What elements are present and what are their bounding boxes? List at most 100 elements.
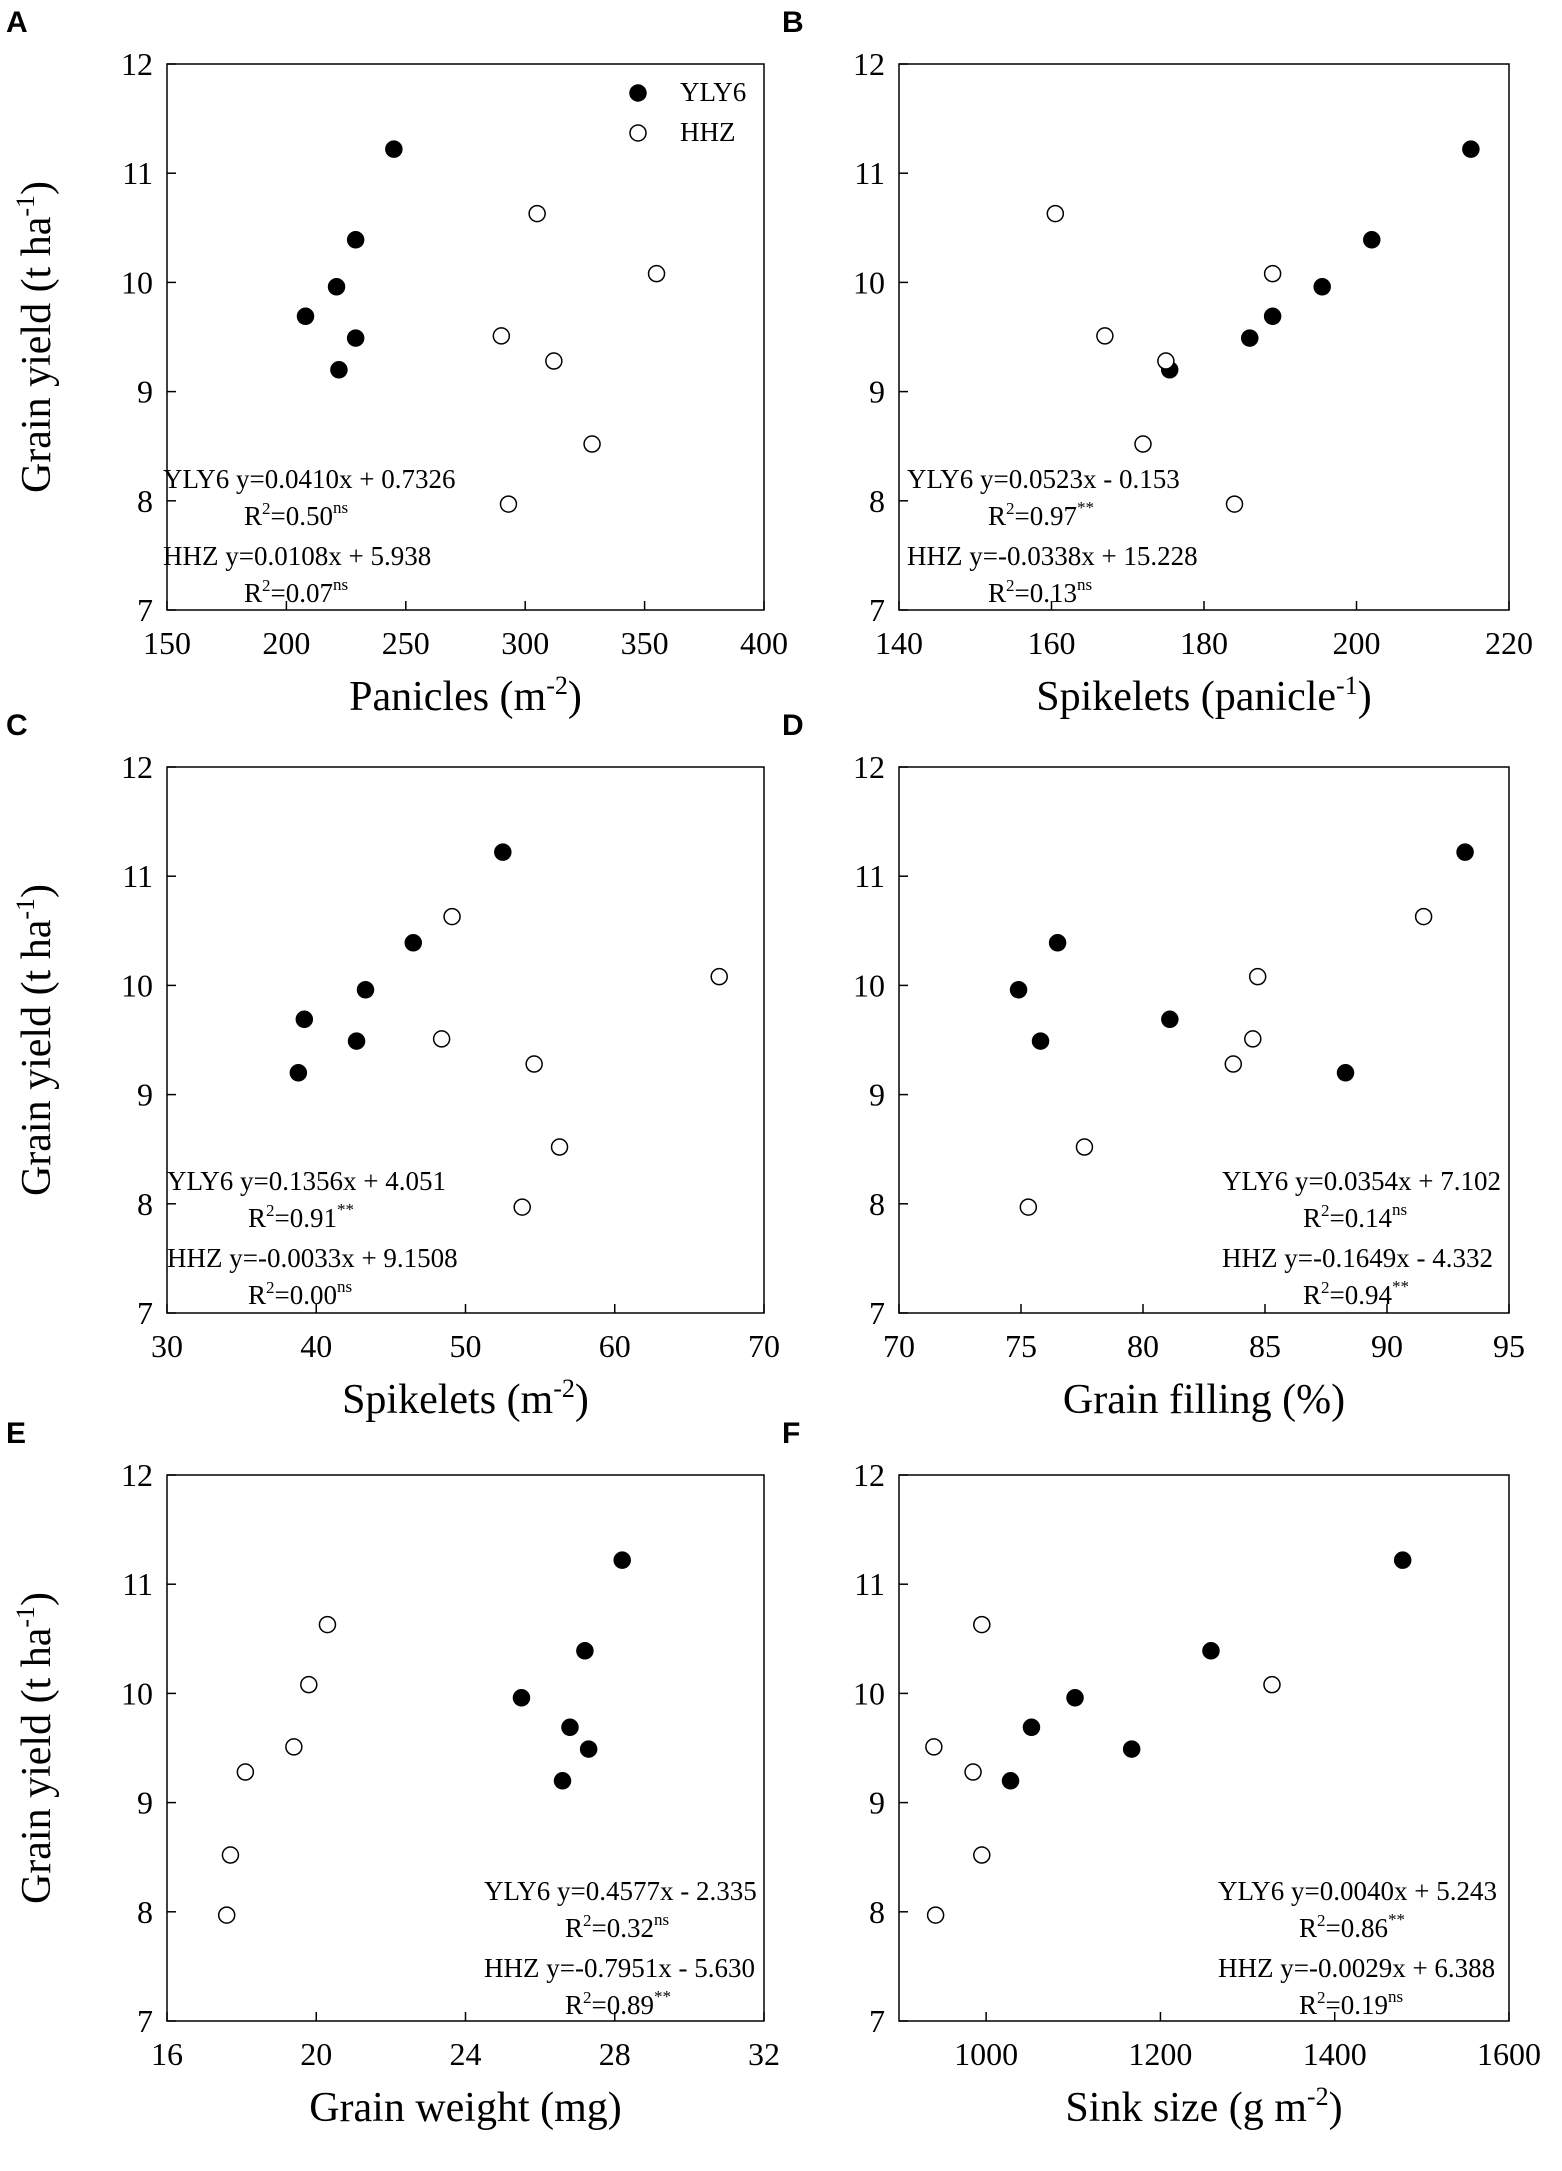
- hhz-point: [1263, 264, 1282, 283]
- x-axis-label-sup: -2: [546, 671, 568, 700]
- x-axis-label-sup: -2: [1307, 2082, 1329, 2111]
- x-tick-label: 95: [1493, 1328, 1525, 1364]
- y-axis-label-text: Grain yield (t ha: [14, 1627, 60, 1904]
- r-squared: R2=0.19ns: [1299, 1987, 1403, 2020]
- y-tick-label: 11: [854, 858, 885, 894]
- x-tick-label: 1000: [954, 2036, 1018, 2072]
- r-squared-sup: 2: [262, 576, 271, 595]
- hhz-point: [300, 1675, 318, 1694]
- hhz-point: [1414, 907, 1433, 926]
- regression-equation: HHZ y=0.0108x + 5.938: [163, 541, 431, 571]
- y-tick-label: 7: [137, 592, 153, 628]
- x-axis-label-end: ): [575, 1377, 589, 1423]
- yly6-point: [1393, 1551, 1412, 1569]
- significance-mark: ns: [337, 1277, 352, 1296]
- hhz-point: [583, 435, 601, 453]
- x-tick-label: 180: [1180, 625, 1228, 661]
- x-tick-label: 50: [450, 1328, 482, 1364]
- hhz-point: [964, 1763, 982, 1781]
- r-squared-symbol: R: [1303, 1280, 1321, 1310]
- panel-label: E: [6, 1417, 26, 1450]
- y-tick-label: 7: [137, 1295, 153, 1331]
- yly6-point: [1122, 1740, 1141, 1758]
- yly6-point: [330, 361, 348, 379]
- hhz-point: [236, 1763, 255, 1781]
- hhz-point: [1134, 435, 1152, 453]
- r-squared-value: =0.13: [1015, 578, 1077, 608]
- regression-equation: HHZ y=-0.7951x - 5.630: [484, 1953, 755, 1983]
- y-axis-label: Grain yield (t ha-1): [11, 884, 60, 1196]
- r-squared-sup: 2: [1006, 576, 1015, 595]
- plot-frame: [898, 766, 1510, 1314]
- y-tick-label: 8: [869, 1186, 885, 1222]
- x-tick-label: 350: [621, 625, 669, 661]
- y-tick-label: 10: [853, 1675, 885, 1711]
- y-tick-label: 12: [121, 46, 153, 82]
- hhz-point: [285, 1738, 303, 1756]
- r-squared: R2=0.07ns: [244, 575, 348, 608]
- r-squared-value: =0.97: [1015, 501, 1077, 531]
- y-tick-label: 10: [121, 264, 153, 300]
- y-tick-label: 12: [853, 46, 885, 82]
- regression-equation: YLY6 y=0.0410x + 0.7326: [163, 464, 456, 494]
- y-tick-label: 9: [137, 1785, 153, 1821]
- r-squared-value: =0.94: [1330, 1280, 1393, 1310]
- y-axis-label: Grain yield (t ha-1): [11, 1592, 60, 1904]
- y-tick-label: 10: [121, 1675, 153, 1711]
- hhz-point: [973, 1615, 991, 1634]
- hhz-point: [318, 1615, 337, 1634]
- y-tick-label: 12: [853, 749, 885, 785]
- x-tick-label: 40: [300, 1328, 332, 1364]
- r-squared-symbol: R: [1299, 1913, 1317, 1943]
- regression-equation: YLY6 y=0.1356x + 4.051: [167, 1166, 446, 1196]
- hhz-point: [221, 1846, 240, 1864]
- yly6-point: [553, 1772, 572, 1790]
- hhz-point: [499, 495, 518, 513]
- yly6-point: [579, 1740, 598, 1758]
- hhz-point: [443, 907, 461, 926]
- x-axis-label-text: Spikelets (panicle: [1036, 674, 1336, 720]
- y-axis-label-text: Grain yield (t ha: [14, 919, 60, 1196]
- yly6-point: [356, 981, 375, 999]
- hhz-point: [492, 327, 511, 345]
- y-tick-label: 8: [137, 1186, 153, 1222]
- hhz-point: [1244, 1030, 1262, 1048]
- hhz-point: [925, 1738, 943, 1756]
- y-axis-label: Grain yield (t ha-1): [11, 181, 60, 493]
- x-axis-label: Grain weight (mg): [309, 2085, 622, 2131]
- y-tick-label: 11: [854, 155, 885, 191]
- x-axis-label-sup: -2: [553, 1374, 575, 1403]
- significance-mark: **: [337, 1200, 354, 1219]
- x-tick-label: 16: [151, 2036, 183, 2072]
- significance-mark: ns: [1392, 1200, 1407, 1219]
- x-axis-label: Grain filling (%): [1063, 1377, 1345, 1423]
- x-axis-label-text: Panicles (m: [349, 674, 546, 720]
- yly6-point: [1009, 981, 1028, 999]
- y-tick-label: 9: [137, 374, 153, 410]
- y-tick-label: 12: [121, 749, 153, 785]
- yly6-point: [1066, 1689, 1084, 1707]
- y-tick-label: 7: [137, 2003, 153, 2039]
- hhz-point: [1248, 967, 1267, 986]
- r-squared: R2=0.50ns: [244, 498, 348, 531]
- x-tick-label: 90: [1371, 1328, 1403, 1364]
- hhz-point: [1263, 1675, 1281, 1694]
- regression-equation: HHZ y=-0.0338x + 15.228: [907, 541, 1198, 571]
- x-tick-label: 300: [501, 625, 549, 661]
- r-squared-symbol: R: [244, 578, 262, 608]
- hhz-point: [1019, 1198, 1038, 1216]
- r-squared-value: =0.89: [592, 1990, 654, 2020]
- x-tick-label: 250: [382, 625, 430, 661]
- y-tick-label: 9: [869, 1785, 885, 1821]
- y-tick-label: 9: [869, 1077, 885, 1113]
- x-tick-label: 28: [599, 2036, 631, 2072]
- hhz-point: [1075, 1138, 1094, 1156]
- r-squared: R2=0.94**: [1303, 1277, 1409, 1310]
- r-squared-sup: 2: [1006, 499, 1015, 518]
- r-squared-sup: 2: [583, 1911, 592, 1930]
- y-tick-label: 11: [854, 1566, 885, 1602]
- y-tick-label: 11: [122, 858, 153, 894]
- x-tick-label: 32: [748, 2036, 780, 2072]
